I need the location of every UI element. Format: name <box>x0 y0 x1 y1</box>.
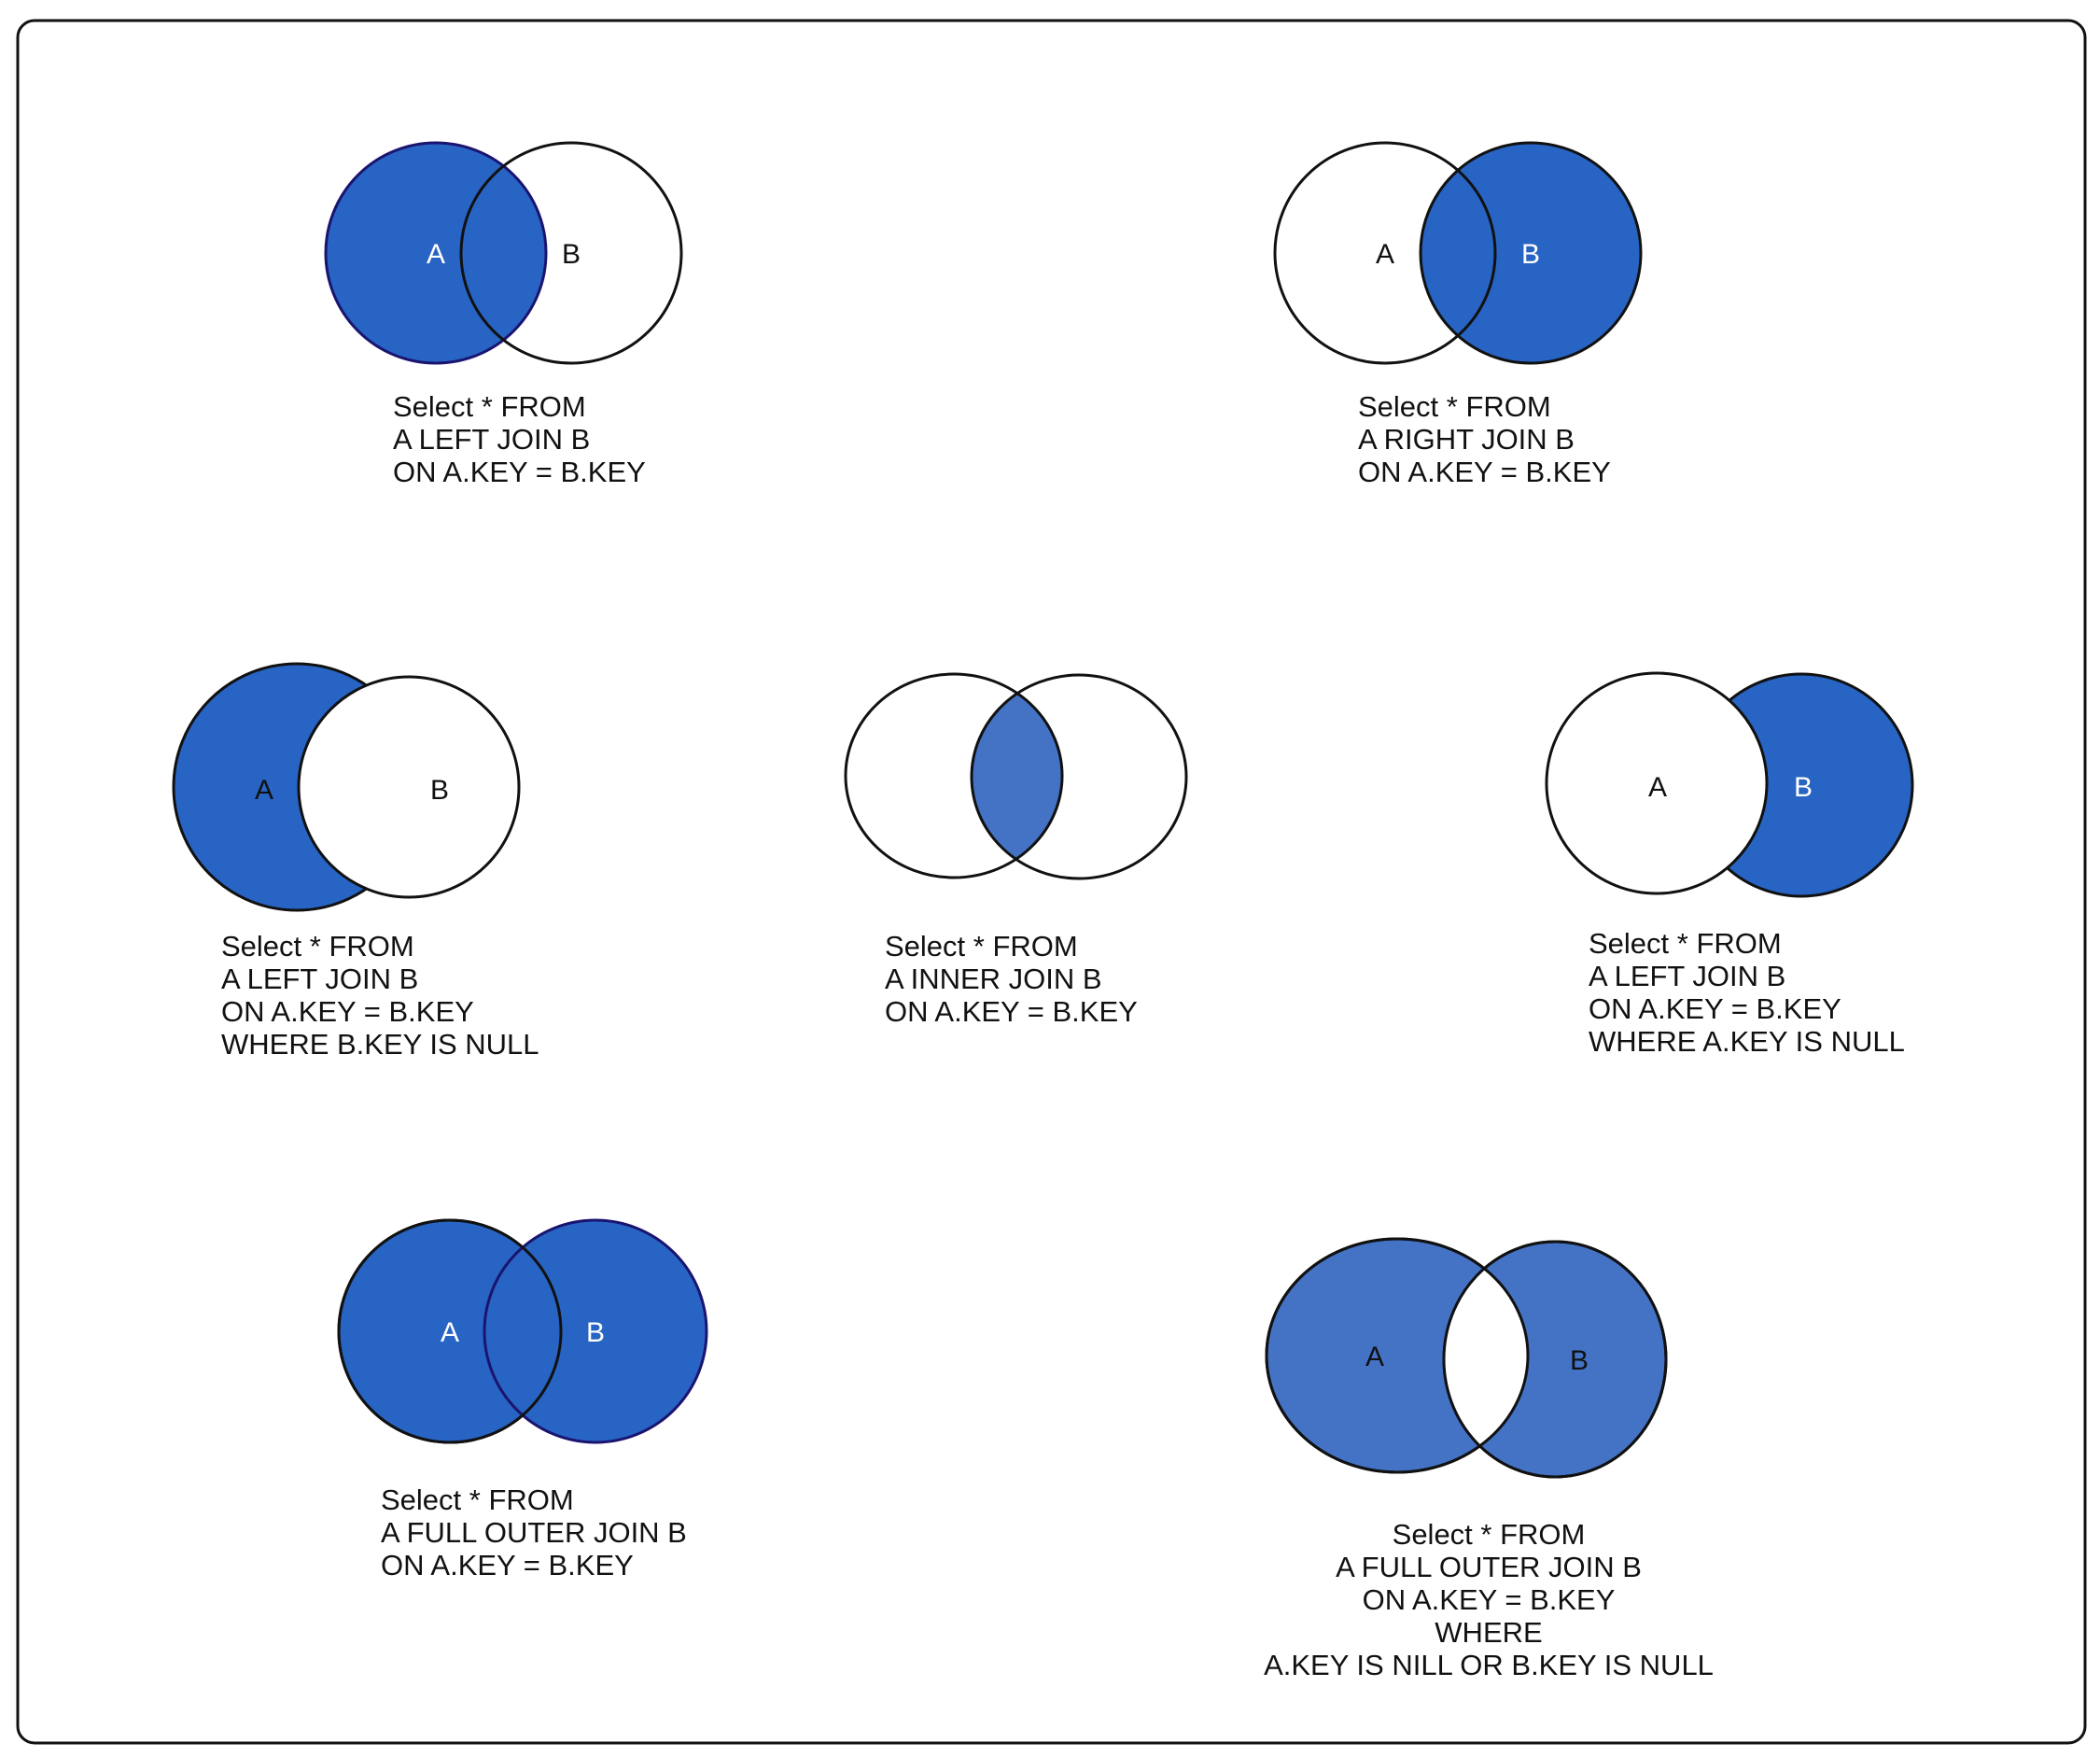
caption-left-join: Select * FROM A LEFT JOIN B ON A.KEY = B… <box>393 390 646 488</box>
caption-left-excluding: Select * FROM A LEFT JOIN B ON A.KEY = B… <box>221 930 539 1061</box>
set-b-outline <box>1442 1240 1668 1479</box>
set-a-label: A <box>441 1317 459 1348</box>
caption-line: A.KEY IS NILL OR B.KEY IS NULL <box>1264 1649 1714 1681</box>
caption-line: WHERE B.KEY IS NULL <box>221 1028 539 1061</box>
venn-right-excluding: A B <box>1545 671 1914 898</box>
caption-line: A LEFT JOIN B <box>1589 960 1786 992</box>
venn-right-join: A B <box>1273 141 1643 365</box>
caption-line: Select * FROM <box>381 1483 574 1516</box>
caption-line: A FULL OUTER JOIN B <box>1336 1551 1642 1583</box>
set-b-circle <box>1419 141 1643 365</box>
set-a-label: A <box>1376 239 1394 270</box>
set-b-circle <box>972 675 1062 878</box>
caption-line: ON A.KEY = B.KEY <box>381 1549 634 1581</box>
set-a-outline <box>337 1218 563 1444</box>
caption-line: WHERE A.KEY IS NULL <box>1589 1025 1905 1058</box>
caption-line: Select * FROM <box>1392 1518 1586 1551</box>
set-b-outline <box>970 673 1188 880</box>
venn-inner-join <box>844 672 1188 880</box>
caption-line: ON A.KEY = B.KEY <box>393 456 646 488</box>
set-b-label: B <box>562 239 581 270</box>
set-b-circle <box>483 1218 708 1444</box>
set-a-circle <box>324 141 548 365</box>
caption-full-outer-join: Select * FROM A FULL OUTER JOIN B ON A.K… <box>381 1483 687 1581</box>
caption-line: A INNER JOIN B <box>885 963 1102 995</box>
set-b-circle <box>459 141 683 365</box>
set-b-label: B <box>430 775 449 806</box>
venn-left-join: A B <box>324 141 683 365</box>
caption-line: Select * FROM <box>1358 390 1551 423</box>
caption-line: Select * FROM <box>885 930 1078 963</box>
caption-line: Select * FROM <box>393 390 586 423</box>
caption-line: ON A.KEY = B.KEY <box>1589 992 1841 1025</box>
set-a-circle <box>1273 141 1497 365</box>
caption-line: A LEFT JOIN B <box>221 963 419 995</box>
set-a-circle <box>1545 671 1769 895</box>
caption-line: WHERE <box>1435 1616 1543 1649</box>
caption-inner-join: Select * FROM A INNER JOIN B ON A.KEY = … <box>885 930 1138 1028</box>
caption-line: ON A.KEY = B.KEY <box>885 995 1138 1028</box>
set-a-label: A <box>1365 1342 1384 1372</box>
caption-line: A LEFT JOIN B <box>393 423 591 456</box>
caption-line: A FULL OUTER JOIN B <box>381 1516 687 1549</box>
set-b-label: B <box>1521 239 1540 270</box>
set-a-label: A <box>1648 772 1667 803</box>
venn-full-outer-join: A B <box>337 1218 708 1444</box>
caption-line: ON A.KEY = B.KEY <box>1362 1583 1616 1616</box>
set-b-circle <box>297 675 521 899</box>
caption-line: ON A.KEY = B.KEY <box>1358 456 1611 488</box>
caption-line: ON A.KEY = B.KEY <box>221 995 474 1028</box>
caption-right-excluding: Select * FROM A LEFT JOIN B ON A.KEY = B… <box>1589 927 1905 1058</box>
set-a-circle <box>844 672 1064 879</box>
caption-line: Select * FROM <box>221 930 414 963</box>
venn-left-excluding: A B <box>172 662 521 912</box>
set-a-label: A <box>255 775 273 806</box>
set-b-label: B <box>1794 772 1813 803</box>
set-b-label: B <box>586 1317 605 1348</box>
caption-right-join: Select * FROM A RIGHT JOIN B ON A.KEY = … <box>1358 390 1611 488</box>
caption-line: Select * FROM <box>1589 927 1782 960</box>
set-b-label: B <box>1570 1345 1589 1376</box>
caption-line: A RIGHT JOIN B <box>1358 423 1575 456</box>
set-a-label: A <box>427 239 445 270</box>
venn-full-outer-excluding: A B <box>1265 1237 1668 1479</box>
intersection-region <box>1444 1242 1528 1472</box>
caption-full-outer-excluding: Select * FROM A FULL OUTER JOIN B ON A.K… <box>1213 1518 1764 1681</box>
set-a-outline <box>1265 1237 1530 1474</box>
